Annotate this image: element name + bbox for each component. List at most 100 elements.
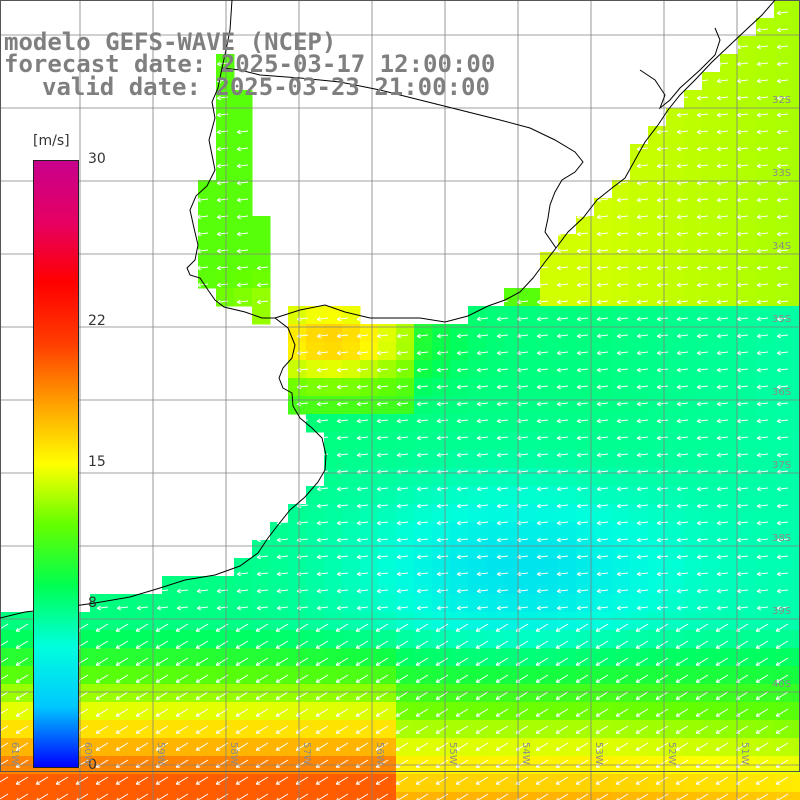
wind-speed-cell: [774, 630, 793, 649]
wind-speed-cell: [774, 378, 793, 397]
wind-speed-cell: [630, 252, 649, 271]
wind-arrow: [436, 418, 449, 424]
wind-speed-cell: [648, 738, 667, 757]
wind-arrow: [656, 605, 669, 611]
wind-arrow: [696, 265, 709, 271]
wind-speed-cell: [612, 414, 631, 433]
latitude-label: 32S: [772, 95, 792, 106]
wind-arrow: [455, 691, 469, 700]
wind-speed-cell: [630, 306, 649, 325]
wind-speed-cell: [450, 684, 469, 703]
wind-arrow: [155, 742, 169, 751]
wind-speed-cell: [702, 486, 721, 505]
wind-arrow: [716, 486, 729, 492]
wind-speed-cell: [612, 306, 631, 325]
wind-arrow: [636, 418, 649, 424]
wind-speed-cell: [648, 792, 667, 800]
wind-arrow: [135, 640, 149, 649]
wind-arrow: [336, 435, 349, 441]
wind-speed-cell: [558, 486, 577, 505]
wind-arrow: [495, 674, 509, 683]
wind-arrow: [556, 401, 569, 407]
wind-speed-cell: [468, 684, 487, 703]
wind-arrow: [655, 708, 669, 717]
wind-speed-cell: [792, 792, 800, 800]
wind-speed-cell: [630, 720, 649, 739]
wind-arrow: [15, 742, 29, 751]
wind-arrow: [756, 418, 769, 424]
wind-speed-cell: [774, 270, 793, 289]
wind-arrow: [235, 725, 249, 734]
wind-arrow: [416, 367, 429, 373]
wind-arrow: [435, 725, 449, 734]
wind-speed-cell: [684, 522, 703, 541]
wind-arrow: [656, 503, 669, 509]
wind-arrow: [716, 435, 729, 441]
wind-arrow: [776, 214, 789, 220]
wind-arrow: [756, 350, 769, 356]
wind-arrow: [355, 657, 369, 666]
wind-speed-cell: [432, 414, 451, 433]
wind-speed-cell: [648, 630, 667, 649]
wind-arrow: [536, 299, 549, 305]
wind-speed-cell: [252, 612, 271, 631]
wind-arrow: [336, 452, 349, 458]
wind-arrow: [456, 486, 469, 492]
wind-arrow: [755, 674, 769, 683]
wind-arrow: [616, 350, 629, 356]
wind-arrow: [316, 588, 329, 594]
wind-speed-cell: [486, 666, 505, 685]
wind-arrow: [456, 537, 469, 543]
wind-speed-cell: [720, 486, 739, 505]
wind-speed-cell: [612, 630, 631, 649]
wind-speed-cell: [630, 666, 649, 685]
wind-arrow: [656, 214, 669, 220]
wind-arrow: [376, 537, 389, 543]
wind-speed-cell: [702, 162, 721, 181]
wind-speed-cell: [576, 612, 595, 631]
wind-speed-cell: [342, 738, 361, 757]
wind-arrow: [416, 333, 429, 339]
wind-speed-cell: [198, 648, 217, 667]
wind-speed-cell: [558, 648, 577, 667]
wind-arrow: [756, 265, 769, 271]
wind-arrow: [415, 640, 429, 649]
wind-speed-cell: [162, 792, 181, 800]
wind-speed-cell: [576, 378, 595, 397]
wind-arrow: [716, 554, 729, 560]
wind-arrow: [756, 231, 769, 237]
wind-arrow: [756, 401, 769, 407]
wind-arrow: [336, 605, 349, 611]
wind-arrow: [656, 588, 669, 594]
wind-arrow: [275, 640, 289, 649]
wind-arrow: [596, 350, 609, 356]
wind-arrow: [535, 640, 549, 649]
wind-speed-cell: [18, 648, 37, 667]
wind-speed-cell: [792, 270, 800, 289]
wind-speed-cell: [774, 234, 793, 253]
wind-arrow: [336, 333, 349, 339]
wind-arrow: [476, 503, 489, 509]
wind-arrow: [676, 588, 689, 594]
wind-arrow: [696, 112, 709, 118]
wind-arrow: [436, 605, 449, 611]
wind-speed-cell: [720, 108, 739, 127]
wind-speed-cell: [540, 396, 559, 415]
wind-arrow: [355, 674, 369, 683]
wind-arrow: [776, 299, 789, 305]
wind-arrow: [615, 759, 629, 768]
wind-arrow: [636, 299, 649, 305]
wind-speed-cell: [360, 558, 379, 577]
wind-speed-cell: [702, 144, 721, 163]
wind-speed-cell: [450, 702, 469, 721]
wind-speed-cell: [0, 666, 19, 685]
wind-arrow: [776, 384, 789, 390]
wind-speed-cell: [702, 414, 721, 433]
wind-arrow: [776, 401, 789, 407]
wind-speed-cell: [90, 792, 109, 800]
wind-speed-cell: [342, 594, 361, 613]
wind-speed-cell: [720, 216, 739, 235]
wind-speed-cell: [702, 234, 721, 253]
wind-arrow: [775, 742, 789, 751]
